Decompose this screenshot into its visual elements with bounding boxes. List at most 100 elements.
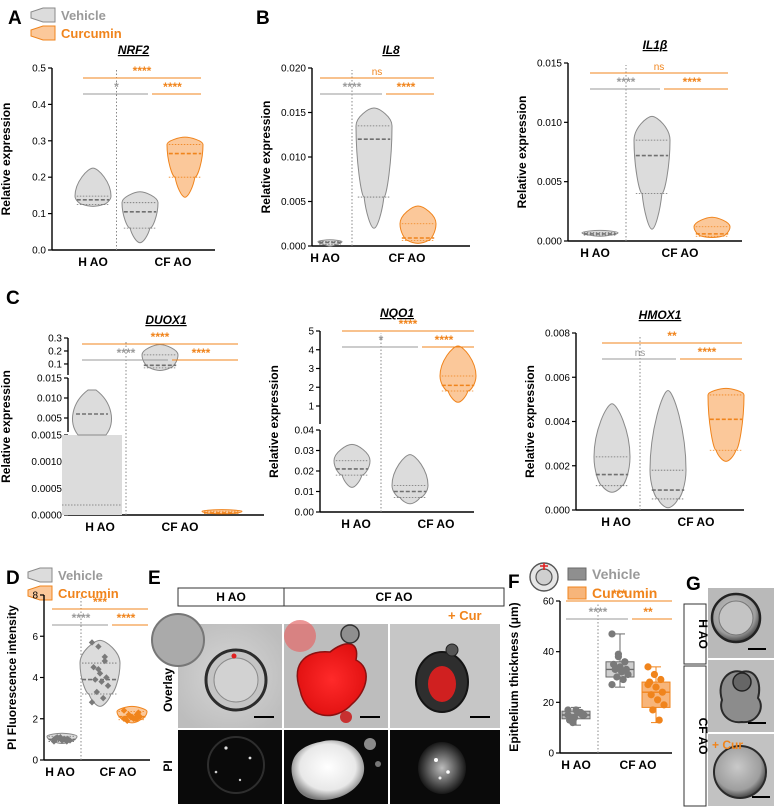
- chart-il8-title: IL8: [382, 43, 400, 57]
- organoid-schematic-arrow-icon: [540, 563, 548, 570]
- chart-il1b-ytick-0: 0.000: [537, 237, 562, 248]
- chart-thickness-box-0-point-10: [575, 708, 583, 717]
- chart-nrf2-ytick-5: 0.5: [32, 64, 46, 75]
- chart-pi-ytick-1: 2: [32, 714, 38, 725]
- chart-nqo1-ytick-1-4: 5: [308, 327, 314, 338]
- chart-pi-violin-1-point-11: [88, 699, 96, 706]
- chart-duox1-ytick-0-1: 0.0005: [31, 484, 62, 495]
- panel-g: H AO CF AO + Cur: [683, 588, 774, 807]
- chart-il8-violin-0: [317, 239, 343, 247]
- chart-nrf2-ytick-3: 0.3: [32, 136, 46, 147]
- chart-thickness-box-2-point-11: [644, 681, 652, 689]
- chart-il8-ytick-1: 0.005: [281, 197, 306, 208]
- panel-e-row-pi-label: PI: [161, 760, 175, 771]
- chart-il8-ytick-3: 0.015: [281, 108, 306, 119]
- chart-il8-xtick-1: CF AO: [389, 251, 426, 265]
- chart-nrf2-violin-0: [74, 167, 112, 207]
- chart-thickness-box-2-point-6: [647, 691, 655, 699]
- chart-hmox1-violin-1: [649, 390, 687, 509]
- chart-nqo1-ytick-0-0: 0.00: [295, 508, 315, 519]
- chart-nqo1-sig-left: *: [379, 333, 384, 347]
- chart-hmox1-ytick-4: 0.008: [545, 329, 570, 340]
- charts-layer: NRF2 Relative expression H AO CF AO 0.0 0.1 0.…: [0, 38, 745, 779]
- chart-duox1-ytick-0-2: 0.0010: [31, 457, 62, 468]
- chart-nqo1-xtick-1: CF AO: [418, 517, 455, 531]
- chart-nqo1-ytick-1-1: 2: [308, 383, 314, 394]
- chart-pi-violin-0-point-13: [63, 736, 70, 743]
- chart-duox1-ytick-1-2: 0.015: [37, 374, 62, 385]
- chart-duox1-title: DUOX1: [145, 313, 187, 327]
- chart-nrf2-title: NRF2: [118, 43, 150, 57]
- chart-il8-xtick-0: H AO: [310, 251, 340, 265]
- chart-il8-ytick-2: 0.010: [281, 153, 306, 164]
- chart-il1b-xtick-1: CF AO: [662, 246, 699, 260]
- panel-e-row-overlay-label: Overlay: [161, 668, 175, 712]
- chart-thickness-xtick-1: CF AO: [620, 758, 657, 772]
- chart-il1b-sig-left: ****: [617, 75, 636, 89]
- chart-il8: IL8 Relative expression H AO CF AO 0.000 0.00…: [259, 43, 470, 265]
- chart-duox1-ytick-2-0: 0.1: [48, 359, 62, 370]
- chart-thickness-box-1-point-8: [624, 670, 632, 679]
- chart-nrf2-sig-right: ****: [163, 80, 182, 94]
- chart-il1b-violin-1: [633, 115, 671, 230]
- chart-nqo1-ytick-1-2: 3: [308, 364, 314, 375]
- panel-letter-f: F: [508, 572, 520, 593]
- chart-hmox1-sig-left: ns: [635, 348, 646, 359]
- chart-nqo1-ytick-0-1: 0.01: [295, 487, 315, 498]
- chart-thickness-sig-right: **: [643, 605, 653, 619]
- panel-letter-e: E: [148, 568, 161, 589]
- chart-duox1-ytick-0-3: 0.0015: [31, 431, 62, 442]
- chart-duox1-ytick-1-1: 0.010: [37, 394, 62, 405]
- chart-duox1-xtick-1: CF AO: [162, 520, 199, 534]
- panel-g-side-h: [683, 603, 707, 665]
- panel-g-cur-label: + Cur: [712, 738, 743, 752]
- chart-nqo1-ytick-1-3: 4: [308, 345, 314, 356]
- legend-a-vehicle-swatch: [30, 7, 56, 23]
- chart-pi-xtick-1: CF AO: [100, 765, 137, 779]
- chart-il1b-title: IL1β: [643, 38, 668, 52]
- chart-pi-violin-1-point-12: [95, 666, 102, 673]
- chart-thickness-box-0-point-12: [570, 713, 579, 722]
- chart-il8-violin-2: [399, 205, 437, 244]
- chart-thickness-box-2-point-7: [654, 696, 662, 704]
- chart-il8-sig-right: ****: [397, 80, 416, 94]
- chart-thickness-box-1-point-10: [619, 675, 627, 684]
- chart-nqo1-violin-1: [391, 454, 429, 505]
- chart-pi-violin-0-point-14: [52, 736, 59, 743]
- chart-duox1: DUOX1 Relative expression H AO CF AO 0.0000 0…: [0, 313, 264, 534]
- image-overlay-cf-ao: [284, 620, 388, 728]
- chart-nrf2-ytick-0: 0.0: [32, 246, 46, 257]
- legend-a-curcumin-swatch: [30, 25, 56, 41]
- legend-f-vehicle-swatch: [567, 567, 587, 581]
- panel-letter-c: C: [6, 288, 20, 309]
- chart-il1b: IL1β Relative expression H AO CF AO 0.000 0.0…: [515, 38, 742, 260]
- chart-pi-violin-1-point-8: [104, 682, 112, 689]
- chart-nrf2-ytick-4: 0.4: [32, 100, 46, 111]
- chart-duox1-sig-left: ****: [117, 346, 136, 360]
- chart-il1b-ytick-1: 0.005: [537, 177, 562, 188]
- chart-nqo1-violin-2: [439, 345, 477, 403]
- chart-nqo1-title: NQO1: [380, 306, 414, 320]
- chart-hmox1-xtick-1: CF AO: [678, 515, 715, 529]
- panel-g-side-cf-label: CF AO: [696, 718, 710, 755]
- chart-duox1-violin-0-upper: [72, 389, 112, 436]
- chart-il8-violin-1: [355, 107, 393, 229]
- chart-il8-ytick-0: 0.000: [281, 242, 306, 253]
- chart-nqo1-xtick-0: H AO: [341, 517, 371, 531]
- chart-thickness-box-1-point-9: [613, 673, 621, 681]
- chart-thickness-box-2-point-5: [658, 688, 667, 696]
- image-overlay-h-ao: [151, 613, 282, 728]
- chart-pi-violin-1-point-6: [92, 676, 99, 683]
- chart-pi-violin-2-point-11: [120, 707, 128, 714]
- chart-thickness-box-2-point-10: [655, 716, 663, 724]
- chart-thickness-ytick-1: 20: [543, 698, 555, 709]
- chart-duox1-violin-0-lower: [62, 435, 122, 515]
- chart-nqo1-violin-0: [333, 443, 371, 488]
- chart-il1b-ytick-3: 0.015: [537, 59, 562, 70]
- legend-d-curcumin-label: Curcumin: [58, 586, 119, 601]
- chart-duox1-sig-top: ****: [151, 330, 170, 344]
- chart-il8-sig-left: ****: [343, 80, 362, 94]
- chart-nqo1-ytick-0-3: 0.03: [295, 446, 315, 457]
- chart-il1b-violin-2: [693, 216, 731, 238]
